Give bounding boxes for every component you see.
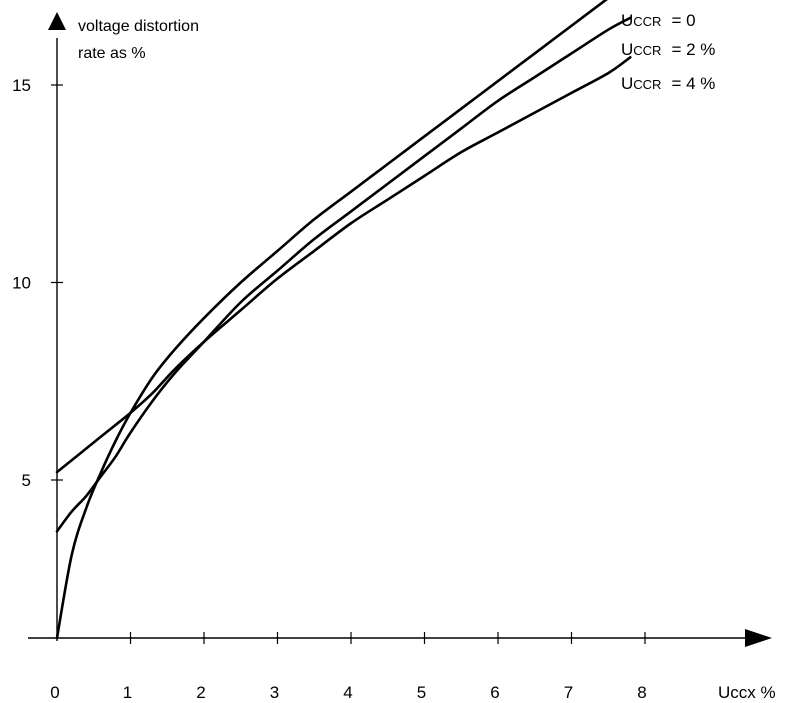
- legend-entry-2: UCCR = 4 %: [621, 74, 715, 93]
- y-tick-label-10: 10: [12, 274, 31, 293]
- x-tick-label-1: 1: [123, 683, 132, 702]
- x-tick-label-8: 8: [637, 683, 646, 702]
- series-line-1: [55, 16, 632, 533]
- x-tick-label-7: 7: [564, 683, 573, 702]
- y-tick-label-5: 5: [22, 471, 31, 490]
- x-axis-arrow: [745, 629, 772, 647]
- y-tick-label-15: 15: [12, 76, 31, 95]
- axes: [28, 12, 772, 647]
- series-line-2: [55, 56, 632, 474]
- x-axis-label: Uccx %: [718, 683, 776, 702]
- x-tick-label-0: 0: [50, 683, 59, 702]
- legend: UCCR = 0 UCCR = 2 % UCCR = 4 %: [621, 11, 715, 93]
- y-axis-label-line-1: voltage distortion: [78, 18, 199, 35]
- labels: voltage distortion rate as % Uccx %: [78, 18, 776, 702]
- legend-entry-1: UCCR = 2 %: [621, 40, 715, 59]
- curves: [55, 0, 632, 640]
- legend-entry-0: UCCR = 0: [621, 11, 696, 30]
- x-tick-label-3: 3: [270, 683, 279, 702]
- x-tick-label-2: 2: [196, 683, 205, 702]
- x-tick-label-6: 6: [490, 683, 499, 702]
- ticks: 0 1 2 3 4 5 6 7 8 5 10 15: [12, 76, 647, 702]
- x-tick-label-5: 5: [417, 683, 426, 702]
- y-axis-arrow: [48, 12, 66, 30]
- x-tick-label-4: 4: [343, 683, 352, 702]
- series-line-0: [55, 0, 608, 640]
- y-axis-label-line-2: rate as %: [78, 45, 146, 62]
